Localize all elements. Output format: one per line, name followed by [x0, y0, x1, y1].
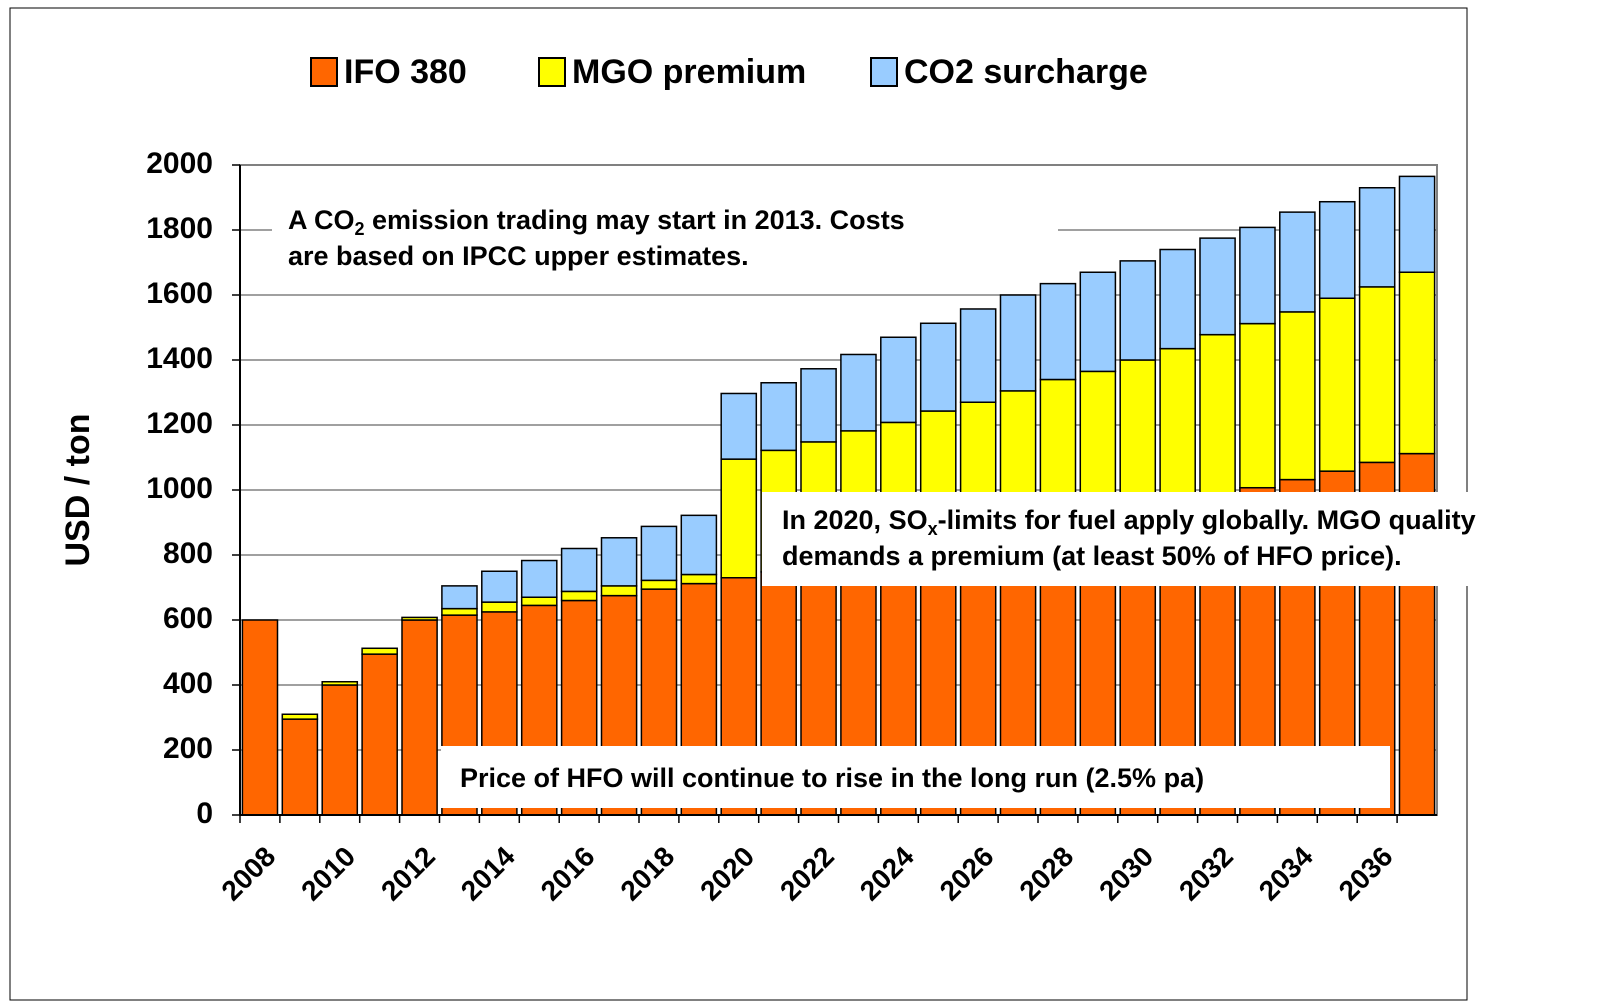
- annotation-part: In 2020, SO: [782, 505, 928, 535]
- bar-segment: [281, 718, 319, 816]
- y-tick-label: 1400: [146, 342, 213, 375]
- bar-segment: [720, 458, 758, 579]
- bar-segment: [640, 525, 678, 582]
- legend-label: CO2 surcharge: [904, 53, 1148, 91]
- y-tick-label: 1200: [146, 407, 213, 440]
- bar-segment: [1159, 248, 1196, 350]
- y-tick-label: 600: [163, 602, 213, 635]
- bar-segment: [999, 294, 1037, 392]
- bar-segment: [441, 585, 478, 610]
- annotation-subscript: x: [928, 519, 938, 539]
- bar-segment: [600, 537, 638, 587]
- bar-segment: [321, 684, 359, 816]
- bar-segment: [321, 681, 359, 686]
- bar-segment: [481, 570, 518, 603]
- annotation-part: A CO: [288, 205, 355, 235]
- bar-segment: [1398, 271, 1436, 455]
- legend-label: IFO 380: [344, 53, 467, 91]
- bar-segment: [441, 607, 478, 616]
- bar-segment: [1039, 282, 1077, 381]
- bar-segment: [1279, 211, 1316, 313]
- legend-swatch: [310, 57, 338, 87]
- bar-segment: [840, 353, 877, 432]
- annotation-text: demands a premium (at least 50% of HFO p…: [782, 541, 1402, 571]
- bar-segment: [361, 647, 398, 655]
- bar-segment: [1079, 271, 1117, 373]
- bar-segment: [1119, 260, 1157, 361]
- legend-swatch: [538, 57, 566, 87]
- y-tick-label: 1800: [146, 212, 213, 245]
- annotation-subscript: 2: [355, 219, 365, 239]
- bar-segment: [1279, 311, 1316, 481]
- annotation-text: A CO2 emission trading may start in 2013…: [288, 205, 905, 239]
- annotation-text: In 2020, SOx-limits for fuel apply globa…: [782, 505, 1476, 539]
- y-tick-label: 800: [163, 537, 213, 570]
- annotation-box: [762, 492, 1617, 586]
- bar-segment: [520, 559, 558, 599]
- bar-segment: [1358, 286, 1396, 464]
- y-tick-label: 1000: [146, 472, 213, 505]
- bar-segment: [1318, 200, 1356, 300]
- y-tick-label: 400: [163, 667, 213, 700]
- annotation-box: [272, 200, 1058, 276]
- bar-segment: [600, 585, 638, 597]
- bar-segment: [520, 596, 558, 607]
- annotation-part: -limits for fuel apply globally. MGO qua…: [938, 505, 1476, 535]
- bar-segment: [1199, 333, 1236, 497]
- annotation-text: Price of HFO will continue to rise in th…: [460, 763, 1204, 793]
- bar-segment: [1398, 175, 1436, 273]
- y-tick-label: 200: [163, 732, 213, 765]
- bar-segment: [560, 590, 598, 602]
- bar-segment: [1239, 322, 1276, 489]
- legend-swatch: [870, 57, 898, 87]
- bar-segment: [241, 619, 279, 816]
- bar-segment: [1119, 359, 1157, 512]
- bar-segment: [1358, 187, 1396, 288]
- bar-segment: [281, 713, 319, 720]
- bar-segment: [760, 382, 797, 452]
- y-tick-label: 1600: [146, 277, 213, 310]
- bar-segment: [1239, 226, 1276, 325]
- bar-segment: [919, 322, 957, 412]
- bar-segment: [1159, 347, 1196, 505]
- bar-segment: [560, 547, 598, 593]
- bar-segment: [720, 392, 758, 460]
- legend-label: MGO premium: [572, 53, 806, 91]
- bar-segment: [481, 601, 518, 613]
- bar-segment: [680, 514, 718, 576]
- bar-segment: [640, 579, 678, 590]
- bar-segment: [401, 619, 438, 816]
- y-tick-label: 0: [196, 797, 213, 830]
- annotation-part: Price of HFO will continue to rise in th…: [460, 763, 1204, 793]
- annotation-part: emission trading may start in 2013. Cost…: [365, 205, 905, 235]
- bar-segment: [1318, 297, 1356, 472]
- bar-segment: [361, 653, 398, 816]
- bar-segment: [959, 308, 997, 404]
- bar-segment: [680, 573, 718, 585]
- y-tick-label: 2000: [146, 147, 213, 180]
- bar-segment: [800, 368, 837, 443]
- annotation-text: are based on IPCC upper estimates.: [288, 241, 749, 271]
- bar-segment: [880, 336, 917, 424]
- bar-segment: [401, 616, 438, 621]
- y-axis-label: USD / ton: [59, 414, 97, 567]
- bar-segment: [1199, 237, 1236, 336]
- annotation-box: [441, 746, 1390, 808]
